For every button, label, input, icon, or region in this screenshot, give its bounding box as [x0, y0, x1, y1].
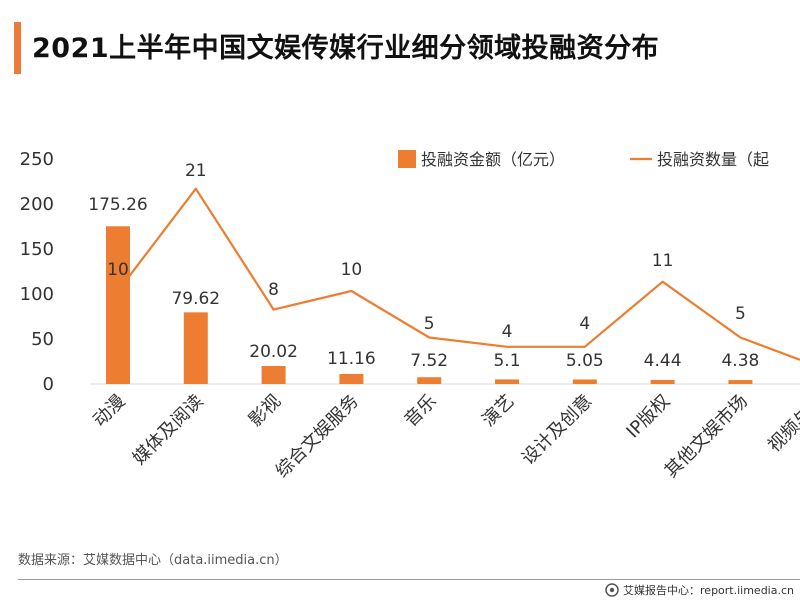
line-value-label: 4 [579, 314, 590, 334]
data-source: 数据来源：艾媒数据中心（data.iimedia.cn） [18, 553, 288, 568]
y-tick-label: 250 [20, 149, 54, 170]
chart-title: 2021上半年中国文娱传媒行业细分领域投融资分布 [32, 33, 660, 64]
y-tick-label: 100 [20, 284, 54, 305]
line-value-label: 10 [341, 260, 363, 280]
bar [495, 379, 519, 384]
bar [106, 226, 130, 384]
line-value-label: 5 [424, 314, 435, 334]
category-label: 设计及创意 [518, 391, 596, 469]
legend-bar-swatch [398, 150, 416, 168]
bar [417, 377, 442, 384]
bar-value-label: 4.44 [644, 351, 682, 371]
bar [728, 380, 753, 384]
category-label: 综合文娱服务 [272, 391, 363, 482]
category-label: 演艺 [478, 391, 518, 431]
category-label: 动漫 [89, 391, 129, 431]
bar-value-label: 7.52 [410, 351, 448, 371]
bar [650, 380, 675, 384]
y-tick-label: 150 [20, 239, 54, 260]
bar-value-label: 4.38 [721, 351, 759, 371]
line-value-label: 21 [185, 161, 207, 181]
footer: 艾媒报告中心：report.iimedia.cn [605, 582, 794, 598]
line-value-label: 5 [735, 304, 746, 324]
line-value-label: 8 [268, 280, 279, 300]
category-label: 媒体及阅读 [129, 391, 207, 469]
legend-line-label: 投融资数量（起 [657, 150, 769, 169]
category-label: 音乐 [400, 391, 440, 431]
footer-divider [18, 579, 800, 580]
bar-value-label: 5.05 [566, 351, 604, 371]
bar [339, 373, 364, 384]
line-value-label: 10 [107, 260, 129, 280]
bar [261, 365, 286, 384]
y-tick-label: 0 [43, 374, 54, 395]
category-label: 影视 [245, 391, 285, 431]
bar-value-label: 20.02 [249, 342, 298, 362]
bar-value-label: 79.62 [171, 289, 220, 309]
y-tick-label: 50 [31, 329, 54, 350]
line-value-label: 4 [502, 322, 513, 342]
bar-value-label: 5.1 [493, 351, 520, 371]
category-label: IP版权 [622, 391, 674, 443]
category-label: 其他文娱市场 [661, 391, 752, 482]
bar [572, 379, 597, 384]
y-tick-label: 200 [20, 194, 54, 215]
footer-text: 艾媒报告中心：report.iimedia.cn [623, 584, 794, 597]
title-accent-bar [14, 22, 21, 74]
category-label: 视频与直 [764, 391, 800, 457]
bar-value-label: 175.26 [88, 195, 147, 215]
line-value-label: 11 [652, 251, 674, 271]
chart: 250 200 150 100 50 0 175.26 79.62 20.02 11.16 7.52… [20, 149, 800, 482]
bar [183, 312, 208, 384]
iimedia-logo-icon [605, 583, 619, 597]
legend-bar-label: 投融资金额（亿元） [421, 150, 565, 169]
bar-value-label: 11.16 [327, 349, 376, 369]
count-line-series [117, 187, 800, 361]
